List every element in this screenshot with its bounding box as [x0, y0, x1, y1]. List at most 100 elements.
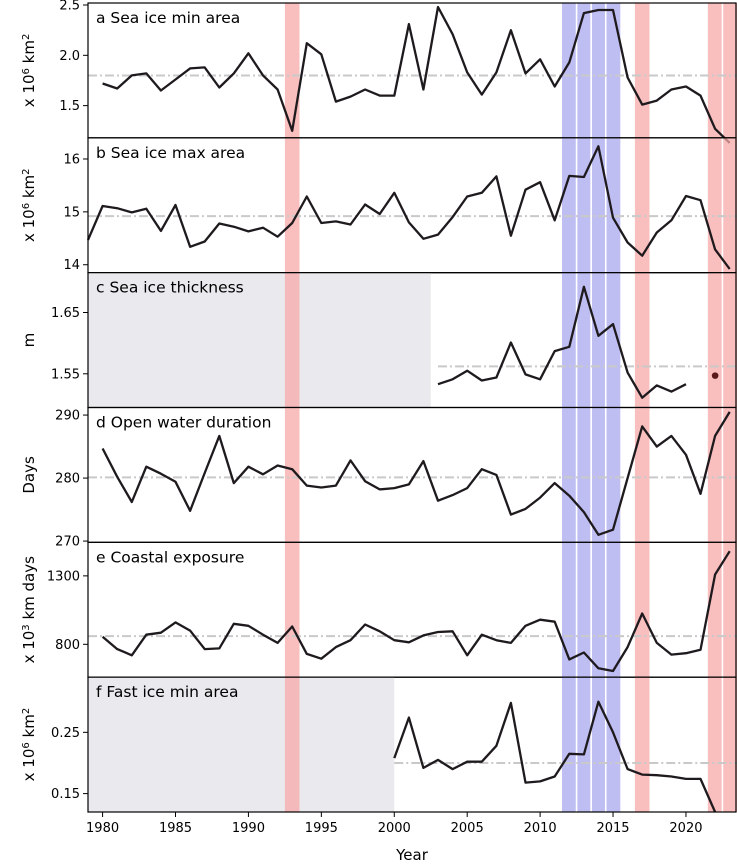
series-line [101, 550, 731, 673]
series-line [101, 411, 731, 536]
y-axis-label-part: x 10 [20, 209, 38, 242]
x-tick-label: 1980 [86, 821, 119, 836]
blue-band-2012 [561, 407, 577, 543]
series-line [393, 700, 717, 813]
red-band-2023 [722, 677, 737, 812]
blue-band-2012 [561, 542, 577, 678]
blue-band-2014 [591, 407, 606, 543]
red-band-2017 [634, 542, 650, 678]
y-axis-label-part: km days [20, 556, 38, 624]
red-band-1993 [284, 272, 300, 408]
x-tick-label: 1985 [159, 821, 192, 836]
panel-d: 270 280 290 d Open water duration Days [20, 406, 737, 550]
y-tick-label: 800 [55, 638, 80, 653]
blue-band-2015 [605, 3, 621, 138]
y-axis-label-part: 2 [21, 34, 32, 40]
blue-band-2014 [591, 677, 606, 812]
y-tick-label: 2.5 [59, 0, 80, 14]
y-axis-label: x 106 km2 [20, 168, 38, 242]
blue-band-2014 [591, 137, 606, 273]
y-tick-label: 0.15 [51, 787, 80, 802]
panel-title: c Sea ice thickness [96, 279, 244, 297]
no-data-region [88, 272, 431, 408]
panel-title: a Sea ice min area [96, 9, 240, 27]
blue-band-2014 [591, 272, 606, 408]
x-axis-label: Year [395, 846, 429, 864]
y-axis-label-part: x 10 [20, 749, 38, 782]
red-band-2017 [634, 137, 650, 273]
y-axis-label: x 106 km2 [20, 34, 38, 108]
red-band-1993 [284, 137, 300, 273]
red-band-2023 [722, 272, 737, 408]
red-band-2022 [707, 272, 723, 408]
series-line [437, 285, 687, 399]
blue-band-2014 [591, 542, 606, 678]
y-axis-label-part: 2 [21, 708, 32, 714]
red-band-2017 [634, 677, 650, 812]
y-axis-label-part: 2 [21, 168, 32, 174]
y-tick-label: 280 [55, 472, 80, 487]
y-tick-label: 1.65 [51, 306, 80, 321]
red-band-1993 [284, 542, 300, 678]
y-axis-label-part: 6 [21, 68, 32, 74]
blue-band-2012 [561, 137, 577, 273]
y-axis-label-part: 6 [21, 742, 32, 748]
y-axis-label: Days [20, 456, 38, 494]
y-tick-label: 1.55 [51, 367, 80, 382]
blue-band-2013 [576, 272, 592, 408]
y-tick-label: 14 [63, 258, 80, 273]
blue-band-2015 [605, 137, 621, 273]
blue-band-2012 [561, 272, 577, 408]
x-tick-label: 2005 [451, 821, 484, 836]
y-tick-label: 270 [55, 535, 80, 550]
red-band-2023 [722, 542, 737, 678]
blue-band-2013 [576, 137, 592, 273]
panel-b: 14 15 16 b Sea ice max area x 106 km2 [20, 137, 737, 274]
red-band-2023 [722, 3, 737, 138]
y-tick-label: 1.5 [59, 99, 80, 114]
y-tick-label: 16 [63, 152, 80, 167]
x-tick-label: 2010 [524, 821, 557, 836]
x-tick-label: 2015 [596, 821, 629, 836]
blue-band-2013 [576, 542, 592, 678]
y-axis-label-part: km [20, 40, 38, 68]
y-axis-label: x 103 km days [20, 556, 38, 664]
panel-c: 1.55 1.65 c Sea ice thickness m [20, 272, 737, 409]
panel-e: 800 1300 e Coastal exposure x 103 km days [20, 541, 737, 678]
x-tick-label: 1990 [232, 821, 265, 836]
panel-title: b Sea ice max area [96, 144, 245, 162]
x-tick-label: 1995 [305, 821, 338, 836]
y-axis-label-part: x 10 [20, 74, 38, 107]
red-band-1993 [284, 407, 300, 543]
panel-title: e Coastal exposure [96, 548, 244, 566]
blue-band-2015 [605, 677, 621, 812]
blue-band-2012 [561, 3, 577, 138]
blue-band-2012 [561, 677, 577, 812]
red-band-2023 [722, 137, 737, 273]
y-tick-label: 0.25 [51, 726, 80, 741]
y-axis-label-part: 3 [21, 624, 32, 630]
y-axis-label-part: km [20, 714, 38, 742]
x-tick-label: 2000 [378, 821, 411, 836]
panel-a: 1.5 2.0 2.5 a Sea ice min area x 106 km2 [20, 0, 737, 144]
y-axis-label: m [20, 333, 38, 348]
y-axis-label-part: m [20, 333, 38, 348]
blue-band-2013 [576, 677, 592, 812]
y-axis-label-part: Days [20, 456, 38, 494]
panel-title: d Open water duration [96, 414, 271, 432]
x-tick-label: 2020 [669, 821, 702, 836]
blue-band-2015 [605, 407, 621, 543]
no-data-region [88, 677, 395, 812]
blue-band-2015 [605, 272, 621, 408]
red-band-2017 [634, 3, 650, 138]
red-band-2022 [707, 3, 723, 138]
red-band-2023 [722, 407, 737, 543]
y-tick-label: 2.0 [59, 49, 80, 64]
panel-f: 0.15 0.25 f Fast ice min area x 106 km2 [20, 676, 737, 813]
blue-band-2013 [576, 3, 592, 138]
y-tick-label: 1300 [47, 569, 80, 584]
y-axis-label: x 106 km2 [20, 708, 38, 782]
red-band-2022 [707, 542, 723, 678]
data-point [711, 372, 719, 379]
